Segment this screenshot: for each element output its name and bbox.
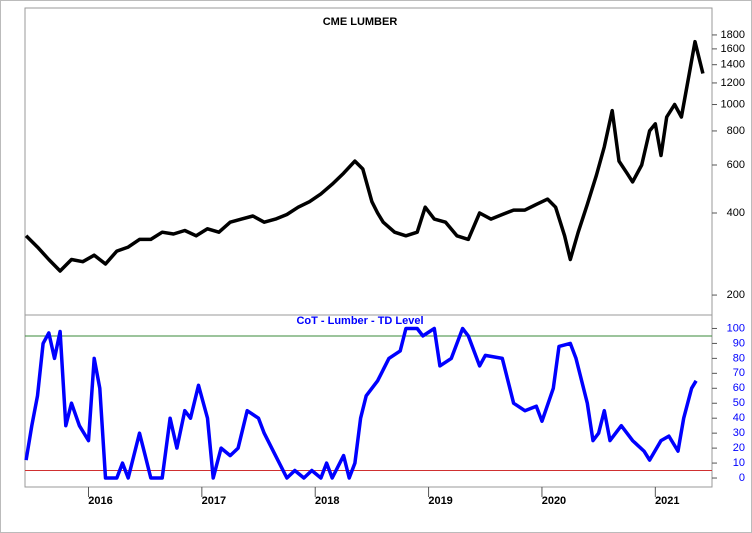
x-tick-label: 2021 xyxy=(655,495,679,507)
y-tick-label: 1600 xyxy=(721,43,745,55)
y-tick-label: 1200 xyxy=(721,77,745,89)
chart-title: CME LUMBER xyxy=(323,16,398,28)
y-tick-label: 0 xyxy=(739,472,745,484)
y-tick-label: 40 xyxy=(733,412,745,424)
y-tick-label: 60 xyxy=(733,382,745,394)
data-line xyxy=(24,326,698,480)
y-tick-label: 800 xyxy=(727,125,745,137)
x-tick-label: 2020 xyxy=(542,495,566,507)
y-tick-label: 70 xyxy=(733,367,745,379)
y-tick-label: 100 xyxy=(727,322,745,334)
y-tick-label: 400 xyxy=(727,207,745,219)
x-tick-label: 2019 xyxy=(428,495,452,507)
y-tick-label: 10 xyxy=(733,457,745,469)
y-tick-label: 30 xyxy=(733,427,745,439)
x-tick-label: 2016 xyxy=(88,495,112,507)
plot-frame xyxy=(24,7,713,488)
x-tick-label: 2017 xyxy=(202,495,226,507)
x-tick-label: 2018 xyxy=(315,495,339,507)
y-tick-label: 80 xyxy=(733,352,745,364)
y-tick-label: 600 xyxy=(727,159,745,171)
y-tick-label: 20 xyxy=(733,442,745,454)
y-tick-label: 1000 xyxy=(721,98,745,110)
y-tick-label: 1400 xyxy=(721,59,745,71)
chart-title: CoT - Lumber - TD Level xyxy=(296,315,423,327)
y-tick-label: 50 xyxy=(733,397,745,409)
y-tick-label: 1800 xyxy=(721,29,745,41)
data-line xyxy=(24,39,705,273)
y-tick-label: 90 xyxy=(733,337,745,349)
y-tick-label: 200 xyxy=(727,289,745,301)
